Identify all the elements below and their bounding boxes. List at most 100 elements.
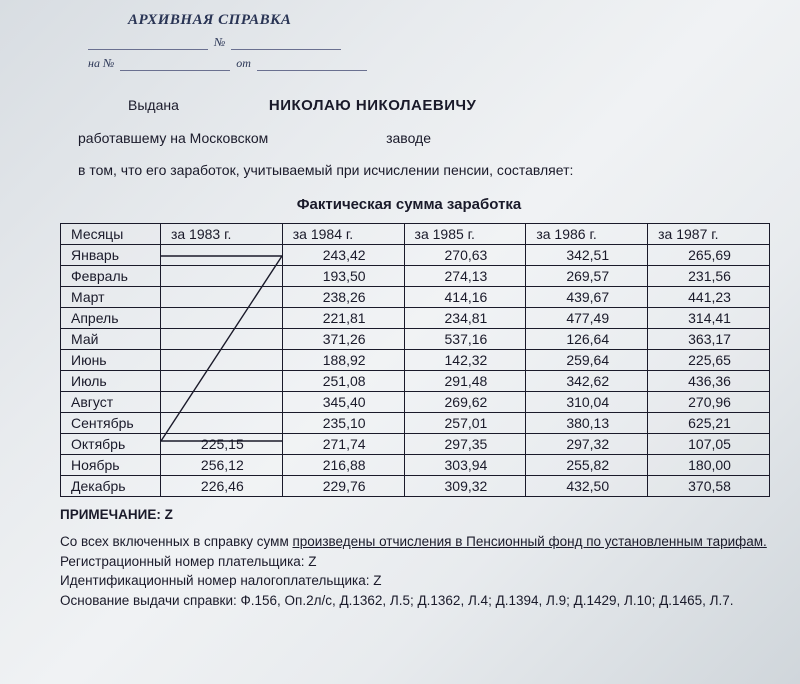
table-row: Май 371,26537,16126,64363,17: [61, 329, 770, 350]
value-cell: 477,49: [526, 308, 648, 329]
table-title: Фактическая сумма заработка: [48, 196, 770, 213]
table-row: Апрель 221,81234,81477,49314,41: [61, 308, 770, 329]
value-cell: 216,88: [282, 455, 404, 476]
month-cell: Июнь: [61, 350, 161, 371]
value-cell: 380,13: [526, 413, 648, 434]
value-cell: 231,56: [648, 266, 770, 287]
month-cell: Сентябрь: [61, 413, 161, 434]
month-cell: Октябрь: [61, 434, 161, 455]
value-cell: 363,17: [648, 329, 770, 350]
col-header: за 1986 г.: [526, 224, 648, 245]
value-cell: 310,04: [526, 392, 648, 413]
value-cell: 439,67: [526, 287, 648, 308]
value-cell: [160, 392, 282, 413]
value-cell: 235,10: [282, 413, 404, 434]
value-cell: 229,76: [282, 476, 404, 497]
value-cell: 269,62: [404, 392, 526, 413]
month-cell: Апрель: [61, 308, 161, 329]
value-cell: 371,26: [282, 329, 404, 350]
value-cell: 251,08: [282, 371, 404, 392]
issued-label: Выдана: [128, 97, 179, 113]
value-cell: 345,40: [282, 392, 404, 413]
value-cell: 193,50: [282, 266, 404, 287]
table-row: Сентябрь235,10257,01380,13625,21: [61, 413, 770, 434]
month-cell: Январь: [61, 245, 161, 266]
value-cell: 370,58: [648, 476, 770, 497]
month-cell: Март: [61, 287, 161, 308]
value-cell: 259,64: [526, 350, 648, 371]
value-cell: [160, 287, 282, 308]
value-cell: 342,51: [526, 245, 648, 266]
doc-title: АРХИВНАЯ СПРАВКА: [128, 12, 770, 29]
month-cell: Ноябрь: [61, 455, 161, 476]
footer-line-2: Регистрационный номер плательщика: Z: [60, 552, 770, 572]
blank-field: [88, 36, 208, 50]
na-label: на №: [88, 56, 114, 71]
issued-name: НИКОЛАЮ НИКОЛАЕВИЧУ: [269, 97, 476, 114]
value-cell: 303,94: [404, 455, 526, 476]
description-line: в том, что его заработок, учитываемый пр…: [78, 162, 770, 178]
value-cell: 342,62: [526, 371, 648, 392]
value-cell: [160, 371, 282, 392]
month-cell: Декабрь: [61, 476, 161, 497]
value-cell: 107,05: [648, 434, 770, 455]
value-cell: 274,13: [404, 266, 526, 287]
worked-prefix: работавшему на Московском: [78, 130, 268, 146]
value-cell: 441,23: [648, 287, 770, 308]
earnings-table-wrap: Месяцы за 1983 г. за 1984 г. за 1985 г. …: [60, 223, 770, 497]
value-cell: 436,36: [648, 371, 770, 392]
table-row: Октябрь225,15271,74297,35297,32107,05: [61, 434, 770, 455]
col-header: за 1987 г.: [648, 224, 770, 245]
col-header: за 1985 г.: [404, 224, 526, 245]
note-line: ПРИМЕЧАНИЕ: Z: [60, 507, 770, 522]
num-label: №: [214, 35, 225, 50]
table-row: Июнь188,92142,32259,64225,65: [61, 350, 770, 371]
worked-row: работавшему на Московском заводе: [78, 130, 770, 146]
col-header: за 1983 г.: [160, 224, 282, 245]
col-header: за 1984 г.: [282, 224, 404, 245]
blank-field: [257, 57, 367, 71]
value-cell: 432,50: [526, 476, 648, 497]
value-cell: 226,46: [160, 476, 282, 497]
value-cell: [160, 413, 282, 434]
table-row: Март 238,26414,16439,67441,23: [61, 287, 770, 308]
value-cell: 414,16: [404, 287, 526, 308]
value-cell: [160, 350, 282, 371]
blank-field: [231, 36, 341, 50]
footer-block: Со всех включенных в справку сумм произв…: [60, 532, 770, 610]
value-cell: 142,32: [404, 350, 526, 371]
value-cell: 234,81: [404, 308, 526, 329]
table-row: Декабрь226,46229,76309,32432,50370,58: [61, 476, 770, 497]
month-cell: Май: [61, 329, 161, 350]
value-cell: [160, 245, 282, 266]
value-cell: [160, 329, 282, 350]
table-row: Июль251,08291,48342,62436,36: [61, 371, 770, 392]
footer-line1-a: Со всех включенных в справку сумм: [60, 534, 292, 549]
worked-suffix: заводе: [386, 130, 431, 146]
value-cell: 256,12: [160, 455, 282, 476]
month-cell: Февраль: [61, 266, 161, 287]
value-cell: 309,32: [404, 476, 526, 497]
col-header: Месяцы: [61, 224, 161, 245]
table-row: Февраль 193,50274,13269,57231,56: [61, 266, 770, 287]
value-cell: 297,32: [526, 434, 648, 455]
header-form-lines: № на № от: [88, 35, 770, 71]
table-row: Август 345,40269,62310,04270,96: [61, 392, 770, 413]
value-cell: 221,81: [282, 308, 404, 329]
month-cell: Август: [61, 392, 161, 413]
value-cell: 225,65: [648, 350, 770, 371]
value-cell: [160, 308, 282, 329]
footer-line-1: Со всех включенных в справку сумм произв…: [60, 532, 770, 552]
footer-line-4: Основание выдачи справки: Ф.156, Оп.2л/с…: [60, 591, 770, 611]
month-cell: Июль: [61, 371, 161, 392]
value-cell: 225,15: [160, 434, 282, 455]
value-cell: 243,42: [282, 245, 404, 266]
value-cell: 126,64: [526, 329, 648, 350]
table-header-row: Месяцы за 1983 г. за 1984 г. за 1985 г. …: [61, 224, 770, 245]
value-cell: 314,41: [648, 308, 770, 329]
value-cell: 238,26: [282, 287, 404, 308]
value-cell: 269,57: [526, 266, 648, 287]
value-cell: 537,16: [404, 329, 526, 350]
value-cell: 270,96: [648, 392, 770, 413]
value-cell: 255,82: [526, 455, 648, 476]
